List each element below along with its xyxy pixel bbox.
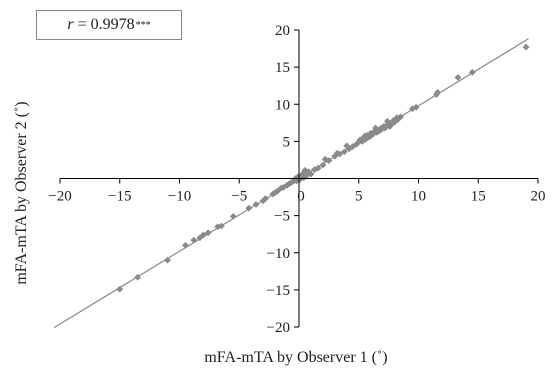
data-point <box>434 88 442 96</box>
x-tick-label: −5 <box>231 189 247 205</box>
data-point <box>229 212 237 220</box>
data-point <box>454 74 462 81</box>
x-tick-label: 5 <box>355 189 363 205</box>
y-tick-label: −10 <box>267 246 290 262</box>
data-point <box>190 236 198 244</box>
data-point <box>384 117 391 125</box>
y-axis-title: mFA-mTA by Observer 2 (˚) <box>13 101 30 284</box>
data-point <box>204 229 212 237</box>
y-tick-label: 10 <box>275 97 290 113</box>
data-point <box>345 145 353 153</box>
data-point <box>164 256 171 264</box>
y-tick-label: 20 <box>275 23 290 39</box>
y-ticks: 20 15 10 5 −5 −10 −15 −20 <box>267 23 299 336</box>
data-point <box>356 136 364 144</box>
data-point <box>314 164 322 172</box>
y-tick-label: 15 <box>275 60 290 76</box>
y-tick-label: −5 <box>274 209 290 225</box>
data-point <box>305 168 312 176</box>
data-point <box>366 133 373 141</box>
data-point <box>375 127 383 135</box>
data-point <box>372 124 379 132</box>
data-point <box>333 149 341 157</box>
data-point <box>394 115 402 123</box>
data-point <box>294 173 302 181</box>
data-point <box>200 231 207 239</box>
data-point <box>433 91 440 98</box>
data-point <box>343 142 351 150</box>
data-point <box>412 103 420 111</box>
data-point <box>341 148 348 156</box>
data-point <box>355 138 363 146</box>
data-point <box>134 273 142 281</box>
data-point <box>116 285 124 293</box>
r-symbol: r <box>67 16 74 33</box>
data-point <box>522 43 530 51</box>
y-tick-label: −15 <box>267 283 290 299</box>
correlation-annotation: r = 0.9978 *** <box>36 10 182 40</box>
r-value: = 0.9978 <box>77 16 135 33</box>
x-tick-label: −20 <box>48 189 71 205</box>
y-tick-label: −20 <box>267 320 290 336</box>
data-point <box>386 123 394 130</box>
data-point <box>385 120 393 128</box>
data-point <box>252 201 260 208</box>
data-point <box>325 157 333 165</box>
data-point <box>468 68 476 76</box>
data-point <box>245 204 253 212</box>
significance-stars: *** <box>135 19 151 31</box>
x-tick-label: 0 <box>297 189 305 205</box>
x-tick-label: 15 <box>471 189 486 205</box>
data-point <box>217 222 225 230</box>
data-point <box>262 195 269 202</box>
x-ticks: −20 −15 −10 −5 0 5 10 15 20 <box>48 178 546 205</box>
data-point <box>361 132 369 140</box>
data-point <box>397 113 404 121</box>
x-tick-label: −10 <box>168 189 191 205</box>
x-tick-label: −15 <box>108 189 131 205</box>
data-points <box>116 43 530 293</box>
data-point <box>307 170 315 178</box>
data-point <box>303 171 311 179</box>
x-tick-label: 20 <box>531 189 546 205</box>
data-point <box>182 241 189 249</box>
y-tick-label: 5 <box>283 134 291 150</box>
data-point <box>286 180 293 188</box>
data-point <box>319 161 327 169</box>
x-tick-label: 10 <box>411 189 426 205</box>
x-axis-title: mFA-mTA by Observer 1 (˚) <box>204 349 387 366</box>
